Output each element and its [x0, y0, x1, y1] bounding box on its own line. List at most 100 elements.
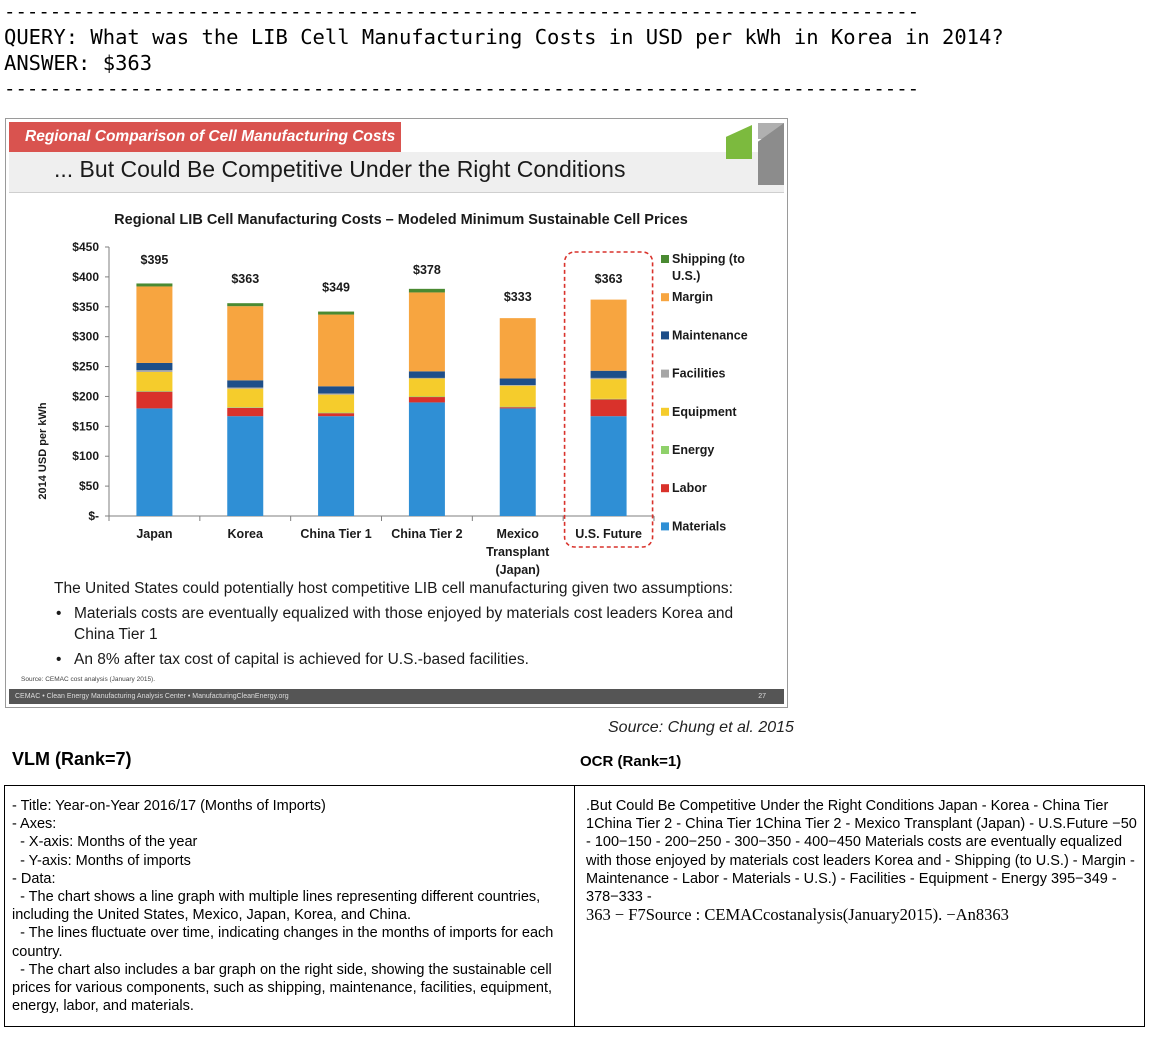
legend-swatch: [661, 522, 669, 531]
legend-label: Energy: [672, 443, 714, 457]
x-category-label: China Tier 1: [300, 527, 371, 541]
bar-segment: [408, 377, 445, 379]
bar-segment: [136, 391, 173, 392]
bar-segment: [590, 370, 627, 378]
legend-label: Shipping (to: [672, 252, 745, 266]
vlm-output-text: - Title: Year-on-Year 2016/17 (Months of…: [12, 798, 554, 1015]
bar-segment: [408, 397, 445, 403]
bar-segment: [318, 393, 355, 395]
legend-swatch: [661, 293, 669, 302]
y-tick-label: $100: [72, 449, 99, 463]
bar-segment: [499, 385, 536, 407]
legend-label: Materials: [672, 519, 726, 533]
bar-segment: [136, 371, 173, 392]
legend-label: U.S.): [672, 269, 700, 283]
bar-segment: [499, 408, 536, 516]
bar-segment: [590, 379, 627, 399]
ocr-output: .But Could Be Competitive Under the Righ…: [586, 797, 1138, 925]
legend-label: Facilities: [672, 367, 726, 381]
bar-segment: [227, 387, 264, 389]
bar-segment: [318, 314, 355, 387]
legend-label: Equipment: [672, 405, 737, 419]
bar-segment: [227, 380, 264, 388]
bar-segment: [227, 306, 264, 381]
y-tick-label: $300: [72, 330, 99, 344]
query-text: QUERY: What was the LIB Cell Manufacturi…: [4, 25, 1004, 49]
x-category-label: Japan: [136, 527, 172, 541]
bar-segment: [408, 396, 445, 398]
bar-total-label: $349: [322, 280, 350, 294]
legend-swatch: [661, 484, 669, 493]
y-tick-label: $50: [79, 479, 99, 493]
slide-tag: Regional Comparison of Cell Manufacturin…: [9, 122, 401, 152]
bar-segment: [499, 378, 536, 386]
x-category-label: Transplant: [486, 545, 550, 559]
stacked-bar-chart: Regional LIB Cell Manufacturing Costs – …: [37, 212, 748, 577]
bar-segment: [318, 413, 355, 417]
bar-segment: [227, 303, 264, 307]
bullet-item: An 8% after tax cost of capital is achie…: [54, 649, 774, 670]
bar-total-label: $363: [231, 272, 259, 286]
x-category-label: U.S. Future: [575, 527, 642, 541]
answer-text: ANSWER: $363: [4, 51, 153, 75]
bar-segment: [408, 292, 445, 372]
y-axis-label: 2014 USD per kWh: [37, 402, 49, 499]
x-category-label: China Tier 2: [391, 527, 462, 541]
slide-image: Regional Comparison of Cell Manufacturin…: [5, 118, 788, 708]
bar-segment: [408, 288, 445, 293]
bar-segment: [136, 286, 173, 363]
bar-segment: [227, 388, 264, 408]
legend-swatch: [661, 407, 669, 416]
bar-segment: [499, 406, 536, 408]
x-category-label: (Japan): [496, 563, 540, 577]
y-tick-label: $-: [88, 509, 99, 523]
legend-label: Labor: [672, 481, 707, 495]
y-tick-label: $350: [72, 300, 99, 314]
legend-swatch: [661, 446, 669, 454]
slide-footer-text: CEMAC • Clean Energy Manufacturing Analy…: [15, 693, 289, 700]
chart-title: Regional LIB Cell Manufacturing Costs – …: [114, 212, 688, 228]
bar-segment: [227, 407, 264, 408]
bar-segment: [136, 391, 173, 409]
bar-total-label: $378: [413, 263, 441, 277]
x-category-label: Korea: [228, 527, 264, 541]
bar-total-label: $363: [595, 272, 623, 286]
slide-headline: ... But Could Be Competitive Under the R…: [54, 156, 626, 182]
highlight-box: [563, 251, 654, 548]
bar-segment: [227, 407, 264, 417]
y-tick-label: $250: [72, 360, 99, 374]
bar-segment: [499, 318, 536, 379]
slide-page-number: 27: [758, 693, 766, 700]
bar-segment: [590, 398, 627, 400]
bar-segment: [136, 362, 173, 371]
ocr-output-tail: 363 − F7Source : CEMACcostanalysis(Janua…: [586, 905, 1009, 925]
bar-segment: [318, 394, 355, 413]
bar-segment: [590, 416, 627, 516]
slide-bullets: Materials costs are eventually equalized…: [54, 603, 774, 674]
bottom-separator: ----------------------------------------…: [4, 79, 920, 99]
bar-segment: [227, 416, 264, 516]
slide-headline-band: [9, 152, 784, 193]
bar-segment: [499, 385, 536, 386]
ocr-title: OCR (Rank=1): [580, 753, 682, 770]
y-tick-label: $200: [72, 389, 99, 403]
bar-segment: [318, 386, 355, 394]
legend-swatch: [661, 331, 669, 340]
bar-total-label: $333: [504, 290, 532, 304]
y-tick-label: $400: [72, 270, 99, 284]
bar-total-label: $395: [141, 253, 169, 267]
legend-swatch: [661, 369, 669, 378]
bar-segment: [136, 370, 173, 372]
vlm-title: VLM (Rank=7): [12, 749, 132, 769]
bar-segment: [136, 283, 173, 287]
bar-segment: [590, 399, 627, 417]
bar-segment: [408, 378, 445, 397]
ocr-output-text: .But Could Be Competitive Under the Righ…: [586, 798, 1137, 906]
bar-segment: [408, 371, 445, 378]
legend-label: Margin: [672, 290, 713, 304]
legend-label: Maintenance: [672, 328, 748, 342]
bar-segment: [318, 412, 355, 414]
slide-caption: The United States could potentially host…: [54, 580, 733, 597]
slide-source: Source: CEMAC cost analysis (January 201…: [21, 676, 156, 683]
bar-segment: [590, 377, 627, 380]
